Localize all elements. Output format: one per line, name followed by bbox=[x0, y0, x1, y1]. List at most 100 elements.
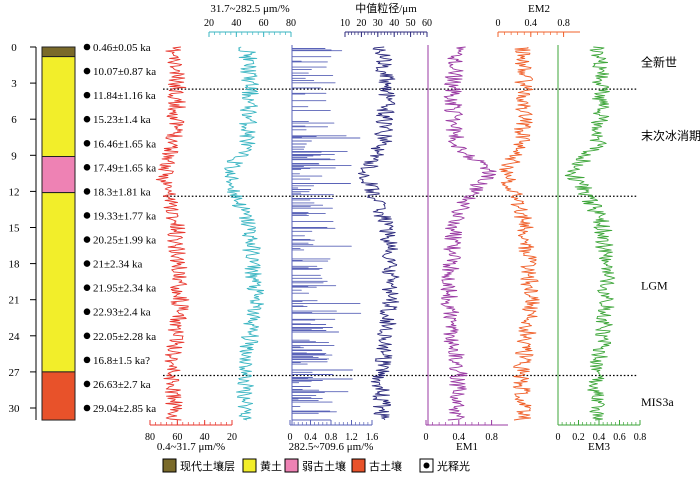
osl-age-label: 19.33±1.77 ka bbox=[93, 210, 156, 222]
osl-dot bbox=[83, 139, 91, 147]
series-tick-label: 0.8 bbox=[557, 18, 570, 29]
zone-label: LGM bbox=[641, 278, 668, 292]
osl-age-label: 16.46±1.65 ka bbox=[93, 138, 156, 150]
osl-age-label: 18.3±1.81 ka bbox=[93, 186, 151, 198]
series-tick-label: 0.2 bbox=[572, 432, 585, 443]
osl-dot bbox=[83, 380, 91, 388]
osl-age-label: 17.49±1.65 ka bbox=[93, 162, 156, 174]
osl-dot bbox=[83, 67, 91, 75]
series-tick-label: 10 bbox=[340, 18, 350, 29]
series-axis-title: EM3 bbox=[588, 441, 611, 453]
osl-age-label: 26.63±2.7 ka bbox=[93, 379, 151, 391]
osl-dot bbox=[83, 284, 91, 291]
legend-label: 弱古土壤 bbox=[302, 459, 346, 473]
series-line bbox=[564, 46, 616, 421]
series-axis-title: 中值粒径/μm bbox=[355, 1, 417, 15]
series-tick-label: 1.6 bbox=[366, 432, 379, 443]
zone-label: 末次冰消期 bbox=[641, 129, 700, 143]
legend: 现代土壤层 黄土 弱古土壤 古土壤 光释光 bbox=[162, 458, 470, 473]
osl-age-label: 21.95±2.34 ka bbox=[93, 283, 156, 295]
depth-tick-label: 9 bbox=[11, 150, 17, 162]
osl-dot bbox=[83, 356, 91, 364]
series-axis-title: 282.5~709.6 μm/% bbox=[289, 441, 374, 453]
depth-tick-label: 18 bbox=[9, 259, 21, 271]
legend-label: 现代土壤层 bbox=[180, 459, 235, 473]
osl-age-label: 16.8±1.5 ka? bbox=[93, 355, 150, 367]
osl-ages: 0.46±0.05 ka 10.07±0.87 ka 11.84±1.16 ka 15… bbox=[83, 42, 156, 415]
depth-tick-label: 30 bbox=[9, 403, 21, 415]
series-tick-label: 20 bbox=[204, 18, 214, 29]
series-tick-label: 0 bbox=[288, 432, 293, 443]
strat-layer bbox=[41, 371, 76, 421]
series-tick-label: 1.2 bbox=[345, 432, 358, 443]
depth-axis: 0 3 6 9 12 15 18 21 24 27 30 bbox=[9, 42, 37, 421]
zone-label: 全新世 bbox=[641, 55, 677, 70]
osl-age-label: 11.84±1.16 ka bbox=[93, 90, 156, 102]
legend-label: 古土壤 bbox=[369, 459, 402, 473]
series-tick-label: 0 bbox=[424, 432, 429, 443]
strat-layer bbox=[41, 56, 76, 158]
series-tick-label: 30 bbox=[373, 18, 383, 29]
legend-swatch bbox=[162, 458, 177, 473]
osl-age-label: 20.25±1.99 ka bbox=[93, 235, 156, 247]
series-tick-label: 40 bbox=[200, 432, 210, 443]
series-tick-label: 20 bbox=[227, 432, 237, 443]
osl-age-label: 22.05±2.28 ka bbox=[93, 331, 156, 343]
stratigraphic-column bbox=[41, 46, 76, 421]
osl-age-label: 29.04±2.85 ka bbox=[93, 403, 156, 415]
depth-tick-label: 12 bbox=[9, 186, 20, 198]
osl-dot bbox=[83, 236, 91, 243]
series-tick-label: 60 bbox=[422, 18, 432, 29]
series-tick-label: 20 bbox=[356, 18, 366, 29]
series-tick-label: 0.8 bbox=[634, 432, 647, 443]
strat-layer bbox=[41, 156, 76, 194]
series-tick-label: 0.8 bbox=[325, 432, 338, 443]
series-axis-title: EM2 bbox=[528, 3, 550, 15]
series-tick-label: 0.4 bbox=[593, 432, 606, 443]
series-tick-label: 60 bbox=[259, 18, 269, 29]
series-axis-title: 0.4~31.7 μm/% bbox=[157, 441, 225, 453]
osl-dot bbox=[83, 91, 91, 99]
zone-boundaries bbox=[163, 88, 638, 377]
depth-tick-label: 21 bbox=[9, 295, 20, 307]
series-tick-label: 40 bbox=[231, 18, 241, 29]
strat-layer bbox=[41, 192, 76, 373]
series-tick-label: 0.8 bbox=[485, 432, 498, 443]
series-axis-title: EM1 bbox=[456, 441, 478, 453]
osl-dot bbox=[83, 164, 91, 171]
legend-swatch bbox=[242, 458, 257, 473]
osl-age-label: 15.23±1.4 ka bbox=[93, 114, 151, 126]
osl-age-label: 21±2.34 ka bbox=[93, 259, 143, 271]
series-tick-label: 0 bbox=[556, 432, 561, 443]
strat-layer bbox=[41, 46, 76, 58]
osl-dot bbox=[83, 332, 91, 340]
osl-dot bbox=[83, 43, 91, 51]
osl-age-label: 10.07±0.87 ka bbox=[93, 66, 156, 78]
legend-swatch bbox=[284, 458, 299, 473]
series-line bbox=[499, 46, 540, 421]
series-axis-title: 31.7~282.5 μm/% bbox=[210, 3, 289, 15]
depth-tick-label: 0 bbox=[11, 42, 17, 54]
depth-tick-label: 15 bbox=[9, 223, 21, 235]
proxy-curves bbox=[155, 46, 616, 421]
series-line bbox=[224, 46, 265, 421]
series-axes: 80 60 40 200.4~31.7 μm/%20 40 60 8031.7~282.5 … bbox=[145, 1, 646, 453]
legend-label: 光释光 bbox=[437, 459, 470, 473]
depth-tick-label: 27 bbox=[9, 367, 21, 379]
legend-swatch bbox=[351, 458, 366, 473]
depth-tick-label: 24 bbox=[9, 331, 21, 343]
series-tick-label: 0 bbox=[496, 18, 501, 29]
series-tick-label: 80 bbox=[145, 432, 155, 443]
osl-age-label: 22.93±2.4 ka bbox=[93, 307, 151, 319]
series-tick-label: 0.4 bbox=[525, 18, 538, 29]
legend-dot-icon bbox=[423, 462, 430, 469]
series-tick-label: 60 bbox=[172, 432, 182, 443]
osl-dot bbox=[83, 212, 91, 219]
zone-label: MIS3a bbox=[641, 395, 674, 409]
series-tick-label: 0.4 bbox=[453, 432, 466, 443]
series-tick-label: 80 bbox=[286, 18, 296, 29]
osl-dot bbox=[83, 260, 91, 267]
series-tick-label: 0.6 bbox=[613, 432, 626, 443]
